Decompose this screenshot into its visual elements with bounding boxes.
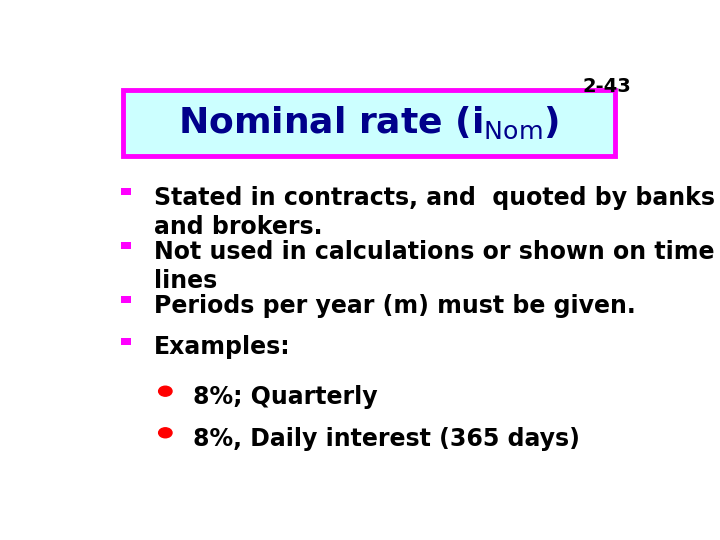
Text: Stated in contracts, and  quoted by banks
and brokers.: Stated in contracts, and quoted by banks… <box>154 186 715 239</box>
Text: 2-43: 2-43 <box>582 77 631 96</box>
FancyBboxPatch shape <box>121 338 131 345</box>
Text: 8%, Daily interest (365 days): 8%, Daily interest (365 days) <box>193 427 580 450</box>
Circle shape <box>158 428 172 438</box>
FancyBboxPatch shape <box>121 188 131 195</box>
Text: Examples:: Examples: <box>154 335 291 360</box>
FancyBboxPatch shape <box>124 90 615 156</box>
Text: Not used in calculations or shown on time
lines: Not used in calculations or shown on tim… <box>154 240 715 293</box>
Text: Periods per year (m) must be given.: Periods per year (m) must be given. <box>154 294 636 318</box>
Text: 8%; Quarterly: 8%; Quarterly <box>193 385 378 409</box>
Circle shape <box>158 386 172 396</box>
FancyBboxPatch shape <box>121 242 131 249</box>
FancyBboxPatch shape <box>121 296 131 303</box>
Text: Nominal rate (i$_{\mathrm{Nom}}$): Nominal rate (i$_{\mathrm{Nom}}$) <box>179 105 559 141</box>
